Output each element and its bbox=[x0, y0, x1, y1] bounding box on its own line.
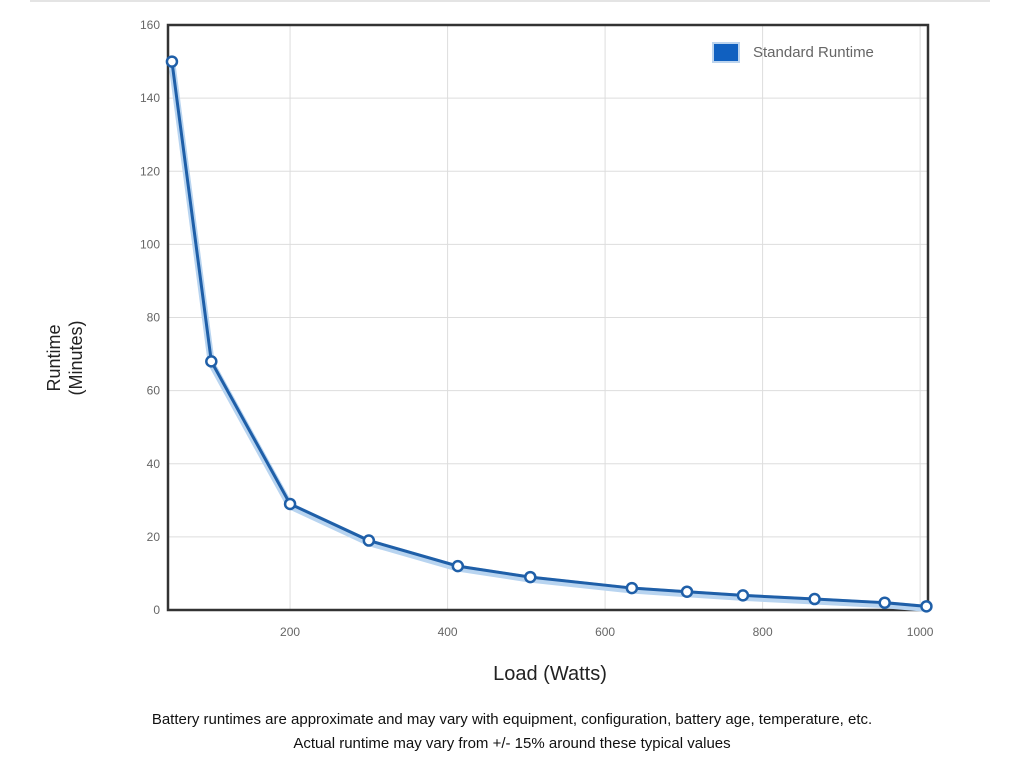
x-tick-label: 1000 bbox=[907, 625, 934, 639]
legend-label: Standard Runtime bbox=[753, 44, 874, 61]
y-tick-label: 160 bbox=[140, 18, 160, 32]
x-tick-label: 400 bbox=[438, 625, 458, 639]
note-line-1: Battery runtimes are approximate and may… bbox=[151, 711, 873, 728]
top-divider bbox=[30, 0, 990, 2]
y-tick-label: 20 bbox=[147, 530, 161, 544]
data-point bbox=[680, 585, 694, 598]
data-point bbox=[283, 497, 297, 511]
y-tick-label: 40 bbox=[147, 457, 161, 471]
legend-swatch bbox=[712, 42, 740, 63]
note-line-2: Actual runtime may vary from +/- 15% aro… bbox=[293, 735, 731, 752]
y-tick-label: 80 bbox=[147, 311, 161, 325]
y-tick-label: 60 bbox=[147, 384, 161, 398]
data-point bbox=[808, 592, 821, 606]
y-tick-label: 0 bbox=[153, 603, 160, 617]
y-tick-label: 100 bbox=[140, 237, 160, 251]
x-tick-label: 200 bbox=[280, 625, 300, 639]
data-point bbox=[205, 355, 218, 368]
data-point bbox=[362, 534, 376, 547]
series-line bbox=[170, 61, 927, 608]
runtime-chart: 0 20 40 60 80 100 120 140 160 200 400 600 800 1000 Loa… bbox=[44, 18, 934, 685]
data-point bbox=[736, 589, 750, 602]
data-point bbox=[165, 55, 179, 68]
y-axis-label-line: (Minutes) bbox=[66, 320, 86, 395]
y-tick-label: 140 bbox=[140, 91, 160, 105]
data-point bbox=[524, 570, 537, 584]
plot-border bbox=[166, 23, 930, 612]
x-tick-label: 800 bbox=[753, 625, 773, 639]
y-tick-label: 120 bbox=[140, 164, 160, 178]
series-line-shadow bbox=[168, 63, 927, 612]
data-point bbox=[878, 596, 891, 609]
y-axis-label-line: Runtime bbox=[44, 324, 64, 391]
x-axis-label: Load (Watts) bbox=[493, 663, 607, 685]
data-point bbox=[920, 600, 933, 613]
x-tick-label: 600 bbox=[595, 625, 615, 639]
data-point bbox=[451, 559, 465, 573]
y-axis-label: Runtime (Minutes) bbox=[44, 320, 86, 395]
data-point bbox=[625, 581, 639, 595]
